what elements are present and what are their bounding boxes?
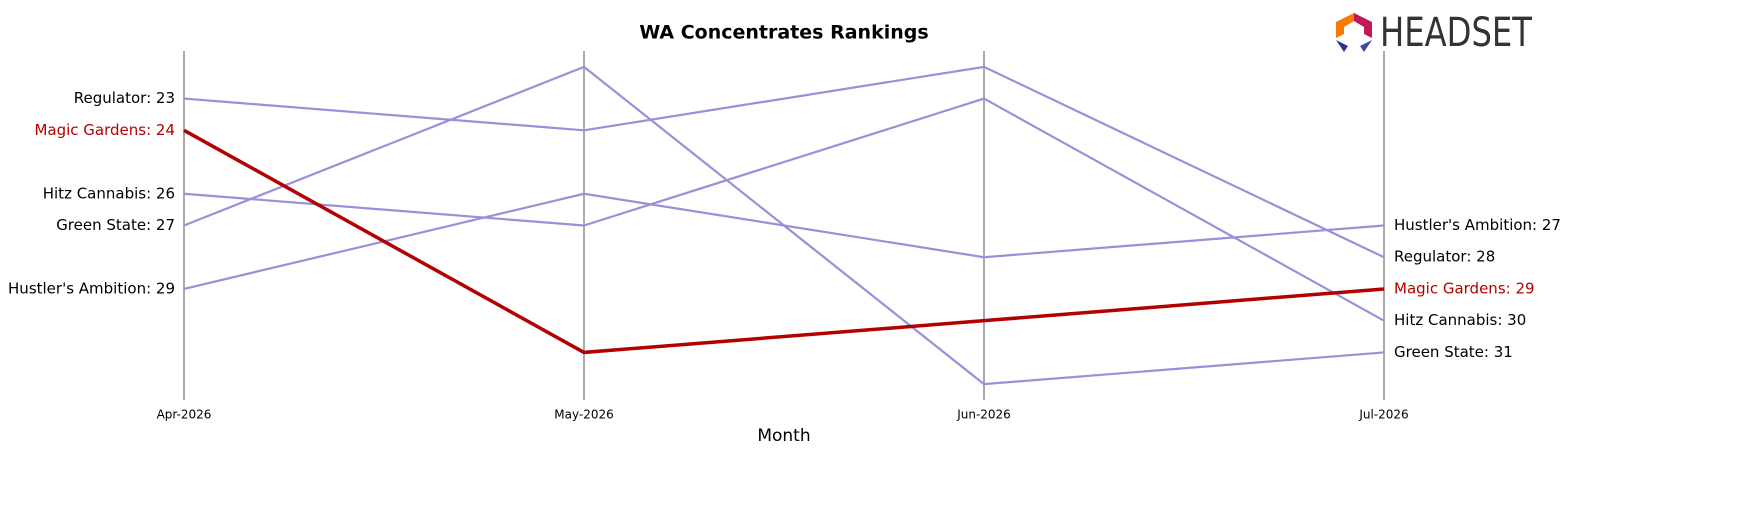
value-label: Green State: 27 — [56, 216, 175, 234]
value-label: Hustler's Ambition: 27 — [1394, 216, 1561, 234]
value-label: Hitz Cannabis: 26 — [43, 184, 175, 202]
series-line — [183, 65, 1385, 259]
value-label: Regulator: 28 — [1394, 248, 1495, 266]
logo-icon — [1336, 13, 1372, 52]
x-axis-label: Month — [757, 426, 810, 446]
logo-piece — [1336, 13, 1354, 38]
x-tick-label: Apr-2026 — [157, 408, 212, 422]
value-label: Magic Gardens: 24 — [34, 121, 175, 139]
x-tick-label: May-2026 — [554, 408, 613, 422]
value-label: Hustler's Ambition: 29 — [8, 279, 175, 297]
chart-title: WA Concentrates Rankings — [639, 22, 928, 44]
series-line — [183, 128, 1385, 355]
x-tick-label: Jun-2026 — [956, 408, 1011, 422]
logo-piece — [1360, 40, 1372, 52]
series-line — [183, 97, 1385, 322]
logo-text: HEADSET — [1380, 10, 1532, 56]
value-label: Green State: 31 — [1394, 343, 1513, 361]
value-label: Magic Gardens: 29 — [1394, 279, 1535, 297]
x-tick-label: Jul-2026 — [1358, 408, 1408, 422]
value-label: Hitz Cannabis: 30 — [1394, 311, 1526, 329]
logo-piece — [1354, 13, 1372, 38]
logo-piece — [1336, 40, 1348, 52]
value-label: Regulator: 23 — [74, 89, 175, 107]
